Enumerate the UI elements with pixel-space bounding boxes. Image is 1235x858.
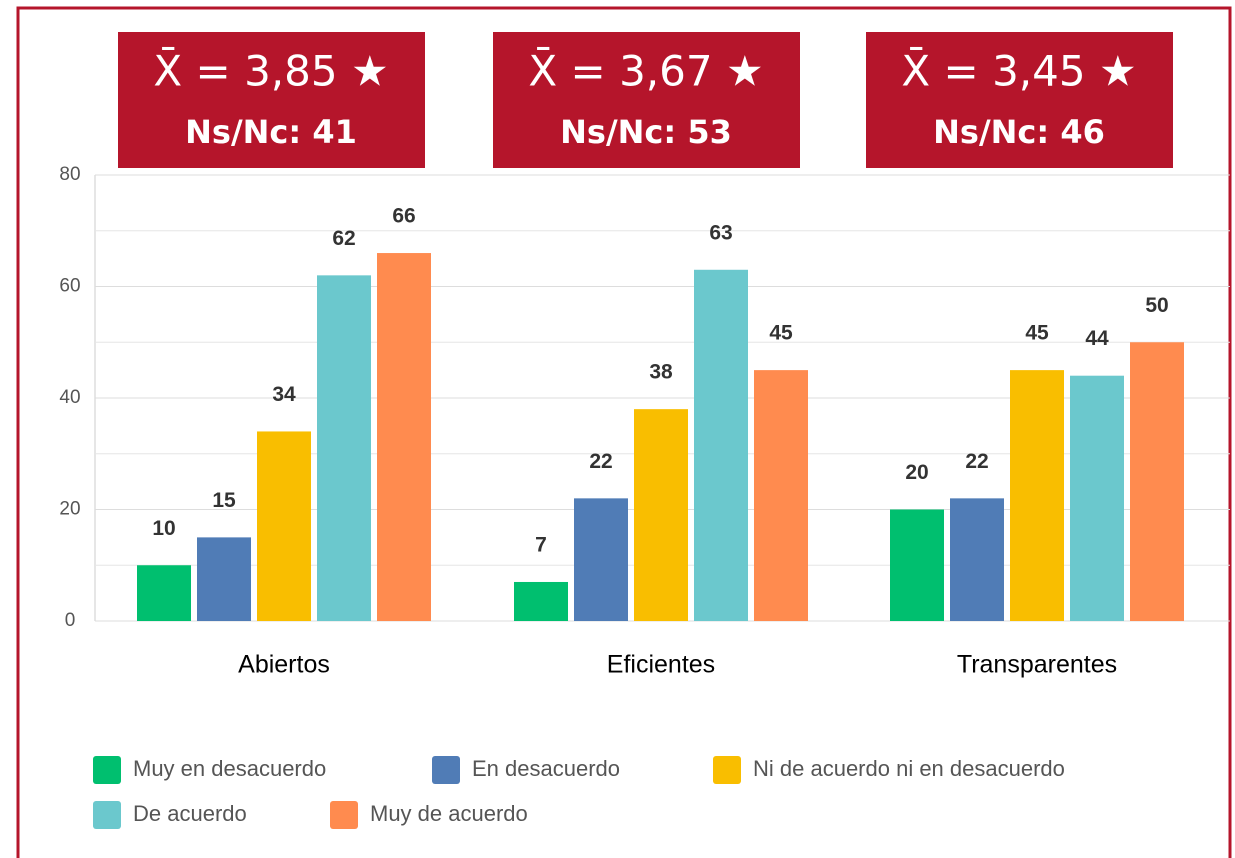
legend-label: Muy de acuerdo [370, 801, 528, 826]
bar [754, 370, 808, 621]
bar [634, 409, 688, 621]
data-label: 63 [709, 221, 732, 244]
annotation-box [493, 32, 800, 168]
bar [514, 581, 568, 621]
bar [317, 275, 371, 621]
data-label: 22 [589, 450, 612, 473]
annotation-ns: Ns/Nc: 46 [933, 113, 1105, 151]
data-label: 7 [535, 534, 547, 557]
y-tick-label: 60 [59, 276, 80, 297]
annotation-box [866, 32, 1173, 168]
legend-swatch [713, 756, 741, 784]
legend-label: En desacuerdo [472, 756, 620, 781]
x-tick-label: Eficientes [607, 651, 715, 679]
x-tick-label: Abiertos [238, 651, 330, 679]
data-label: 66 [392, 205, 415, 228]
data-label: 10 [152, 517, 175, 540]
data-label: 34 [272, 383, 296, 406]
legend-label: Muy en desacuerdo [133, 756, 326, 781]
annotation-box [118, 32, 425, 168]
legend-swatch [432, 756, 460, 784]
legend-label: Ni de acuerdo ni en desacuerdo [753, 756, 1065, 781]
annotation-mean: X̄ = 3,45 ★ [901, 45, 1136, 96]
data-label: 38 [649, 361, 673, 384]
legend-label: De acuerdo [133, 801, 247, 826]
bar [574, 498, 628, 621]
data-label: 45 [769, 322, 793, 345]
frame [16, 6, 1232, 858]
data-label: 50 [1145, 294, 1168, 317]
bar [890, 509, 944, 621]
annotation-mean: X̄ = 3,85 ★ [153, 45, 388, 96]
legend-swatch [93, 801, 121, 829]
bar [197, 537, 251, 621]
bar [694, 269, 748, 621]
bar [137, 565, 191, 621]
data-label: 15 [212, 489, 236, 512]
data-label: 62 [332, 227, 355, 250]
y-tick-label: 80 [59, 164, 80, 185]
data-label: 20 [905, 461, 928, 484]
y-tick-label: 20 [59, 499, 80, 520]
legend-swatch [330, 801, 358, 829]
y-tick-label: 40 [59, 387, 80, 408]
bar [1130, 342, 1184, 621]
annotation-mean: X̄ = 3,67 ★ [528, 45, 763, 96]
bar [950, 498, 1004, 621]
annotation-ns: Ns/Nc: 53 [560, 113, 732, 151]
annotation-ns: Ns/Nc: 41 [185, 113, 357, 151]
bar [1010, 370, 1064, 621]
data-label: 22 [965, 450, 988, 473]
bar [1070, 375, 1124, 621]
data-label: 44 [1085, 327, 1109, 350]
y-tick-label: 0 [65, 610, 76, 631]
bar [257, 431, 311, 621]
x-tick-label: Transparentes [957, 651, 1117, 679]
bar [377, 253, 431, 622]
legend-swatch [93, 756, 121, 784]
data-label: 45 [1025, 322, 1049, 345]
